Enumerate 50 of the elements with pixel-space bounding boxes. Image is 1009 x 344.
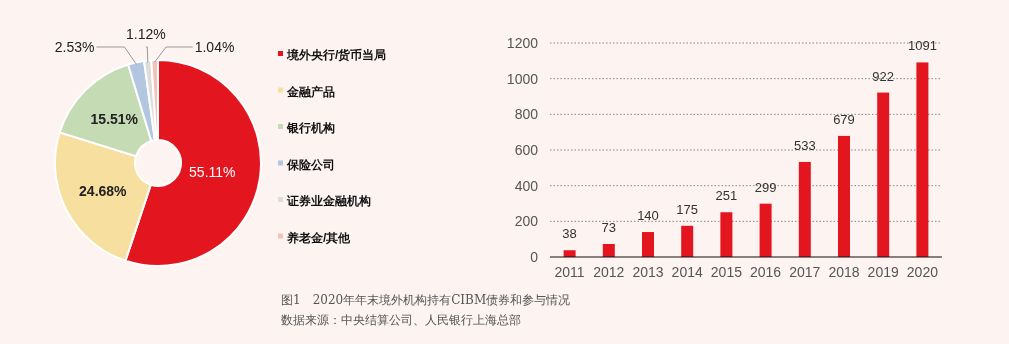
bar (916, 62, 929, 257)
bar (759, 203, 772, 257)
legend-label: 境外央行/货币当局 (286, 48, 387, 62)
bar (798, 161, 811, 257)
data-label: 38 (562, 226, 577, 242)
y-tick-label: 200 (514, 213, 539, 230)
y-tick-label: 400 (514, 177, 539, 194)
data-label: 24.68% (79, 183, 128, 200)
y-tick-label: 1000 (506, 70, 539, 87)
data-label: 1091 (907, 38, 937, 54)
data-label: 175 (676, 201, 699, 217)
x-tick-label: 2017 (789, 264, 821, 280)
data-label: 2.53% (54, 39, 95, 55)
x-tick-label: 2019 (867, 264, 899, 280)
data-label: 1.12% (126, 26, 166, 42)
x-tick-label: 2015 (710, 264, 743, 280)
legend-label: 金融产品 (286, 84, 335, 99)
legend-label: 银行机构 (286, 121, 335, 135)
y-tick-label: 0 (530, 249, 539, 265)
data-label: 299 (754, 179, 777, 195)
data-label: 1.04% (194, 39, 235, 55)
legend-label: 证券业金融机构 (286, 194, 371, 208)
x-tick-label: 2020 (906, 264, 939, 280)
data-label: 533 (793, 137, 816, 153)
x-tick-label: 2011 (554, 264, 585, 280)
bar (602, 243, 615, 257)
x-tick-label: 2016 (750, 264, 782, 280)
x-tick-label: 2012 (593, 264, 625, 280)
data-label: 922 (872, 68, 895, 84)
legend-label: 养老金/其他 (286, 230, 352, 245)
bar (720, 212, 733, 257)
legend-label: 保险公司 (286, 157, 335, 172)
data-label: 679 (833, 111, 855, 127)
data-label: 15.51% (90, 111, 139, 128)
data-label: 140 (637, 208, 659, 224)
y-tick-label: 800 (514, 106, 539, 123)
x-tick-label: 2014 (671, 264, 703, 280)
data-label: 55.11% (189, 163, 236, 180)
source-note: 数据来源：中央结算公司、人民银行上海总部 (281, 313, 521, 327)
caption: 图1 2020年年末境外机构持有CIBM债券和参与情况 (281, 293, 571, 307)
x-tick-label: 2018 (828, 264, 860, 280)
x-tick-label: 2013 (632, 264, 664, 280)
data-label: 73 (601, 219, 617, 235)
bar (838, 135, 850, 257)
data-label: 251 (715, 188, 738, 204)
y-tick-label: 1200 (506, 35, 539, 51)
y-tick-label: 600 (514, 142, 539, 158)
bar (681, 225, 694, 257)
bar (877, 92, 890, 257)
bar (642, 232, 654, 257)
